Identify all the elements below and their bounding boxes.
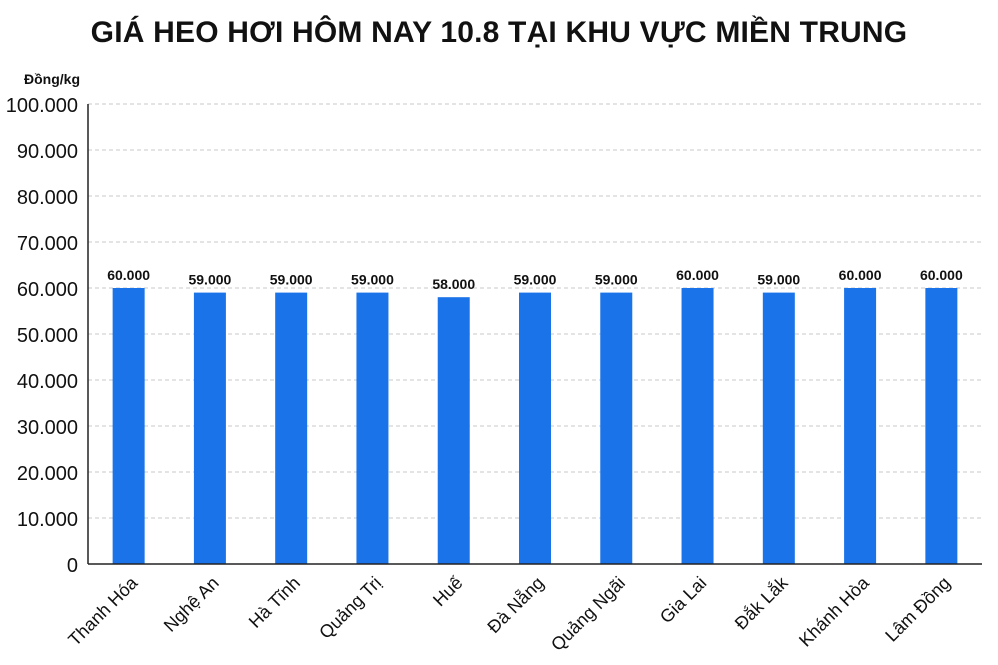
y-tick-label: 10.000 [17,509,78,531]
x-tick-label: Huế [429,573,466,610]
x-tick-label: Đắk Lắk [730,571,792,633]
bar-value-label: 59.000 [188,272,231,288]
bar [437,297,470,564]
bar [844,288,877,564]
bar [112,288,145,564]
y-tick-label: 0 [67,555,78,577]
bar-value-label: 59.000 [595,272,638,288]
y-tick-label: 50.000 [17,325,78,347]
y-axis-unit-label: Đồng/kg [24,71,80,87]
chart-title: GIÁ HEO HƠI HÔM NAY 10.8 TẠI KHU VỰC MIỀ… [90,16,908,49]
bar [925,288,958,564]
y-tick-label: 70.000 [17,233,78,255]
x-tick-label: Nghệ An [160,573,223,636]
y-tick-label: 40.000 [17,371,78,393]
x-tick-label: Khánh Hòa [795,572,874,651]
y-tick-label: 90.000 [17,141,78,163]
bar-value-label: 60.000 [107,267,150,283]
x-tick-label: Quảng Trị [315,573,385,643]
bar-value-label: 60.000 [920,267,963,283]
bars [112,288,958,564]
bar-value-label: 59.000 [270,272,313,288]
y-tick-label: 100.000 [6,95,78,117]
y-axis-ticks: 0 10.000 20.000 30.000 40.000 50.000 60.000 70.… [6,95,78,577]
x-tick-label: Đà Nẵng [483,573,547,637]
x-tick-label: Gia Lai [656,573,710,627]
bar [356,292,389,564]
bar [681,288,714,564]
bar [519,292,551,564]
y-tick-label: 30.000 [17,417,78,439]
gridlines [88,103,982,519]
bar-value-label: 60.000 [676,267,719,283]
x-tick-label: Hà Tĩnh [245,573,304,632]
y-tick-label: 60.000 [17,279,78,301]
bar [600,292,633,564]
y-tick-label: 80.000 [17,187,78,209]
bar-value-label: 59.000 [514,272,557,288]
bar-value-label: 59.000 [757,272,800,288]
value-labels: 60.000 59.000 59.000 59.000 58.000 59.000 59.0… [107,267,963,292]
x-axis-ticks: Thanh Hóa Nghệ An Hà Tĩnh Quảng Trị Huế Đà Nẵ… [64,571,954,654]
bar-value-label: 58.000 [432,276,475,292]
y-tick-label: 20.000 [17,463,78,485]
bar [762,292,795,564]
axes [87,104,982,565]
x-tick-label: Thanh Hóa [64,572,142,650]
bar [193,292,226,564]
bar-value-label: 59.000 [351,272,394,288]
x-tick-label: Lâm Đồng [881,573,954,646]
bar-value-label: 60.000 [839,267,882,283]
x-tick-label: Quảng Ngãi [547,573,629,655]
bar [275,292,308,564]
